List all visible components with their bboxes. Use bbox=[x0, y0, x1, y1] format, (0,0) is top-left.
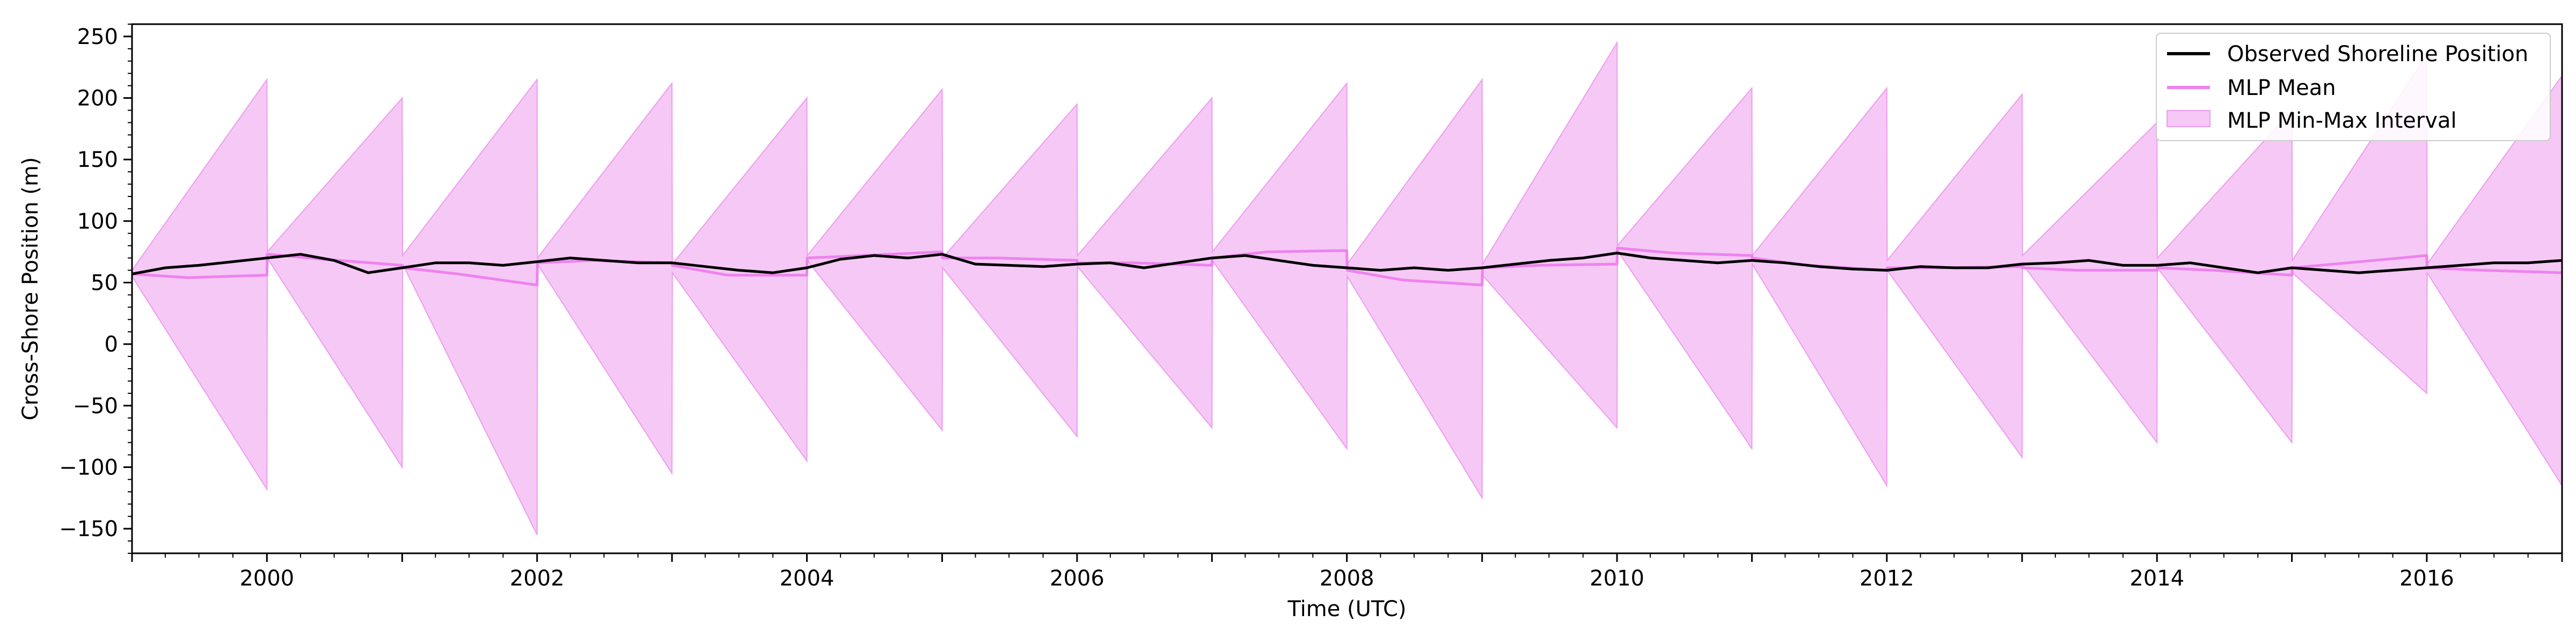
y-axis: −150 −100 −50 0 50 100 150 200 250 bbox=[59, 24, 132, 554]
x-tick-label: 2016 bbox=[2399, 566, 2454, 591]
legend-label-observed: Observed Shoreline Position bbox=[2227, 42, 2528, 67]
series-mlp-mean bbox=[132, 246, 2562, 287]
y-tick-label: 250 bbox=[77, 25, 118, 49]
y-tick-label: 200 bbox=[77, 86, 118, 111]
y-tick-label: 0 bbox=[105, 332, 118, 357]
y-tick-label: 50 bbox=[91, 271, 118, 296]
x-axis: 2000 2002 2004 2006 2008 2010 2012 2014 2016 bbox=[131, 553, 2563, 591]
y-tick-label: −150 bbox=[59, 517, 118, 541]
x-tick-label: 2002 bbox=[510, 566, 565, 591]
y-tick-label: −50 bbox=[73, 394, 118, 419]
y-tick-label: 100 bbox=[77, 209, 118, 234]
x-tick-label: 2004 bbox=[780, 566, 835, 591]
x-tick-label: 2010 bbox=[1590, 566, 1644, 591]
legend-label-mean: MLP Mean bbox=[2227, 76, 2336, 100]
legend-swatch-interval bbox=[2167, 110, 2211, 127]
x-tick-label: 2008 bbox=[1320, 566, 1374, 591]
legend-box bbox=[2156, 33, 2551, 141]
legend: Observed Shoreline Position MLP Mean MLP… bbox=[2156, 33, 2551, 141]
legend-label-interval: MLP Min-Max Interval bbox=[2227, 108, 2457, 133]
x-axis-label: Time (UTC) bbox=[1287, 597, 1406, 621]
y-axis-label: Cross-Shore Position (m) bbox=[18, 157, 43, 421]
x-tick-label: 2012 bbox=[1860, 566, 1914, 591]
series-observed-shoreline-position bbox=[132, 252, 2562, 275]
y-tick-label: 150 bbox=[77, 148, 118, 172]
y-tick-label: −100 bbox=[59, 455, 118, 480]
plot-area bbox=[132, 40, 2562, 536]
x-tick-label: 2000 bbox=[239, 566, 294, 591]
x-tick-label: 2006 bbox=[1050, 566, 1104, 591]
x-tick-label: 2014 bbox=[2129, 566, 2184, 591]
